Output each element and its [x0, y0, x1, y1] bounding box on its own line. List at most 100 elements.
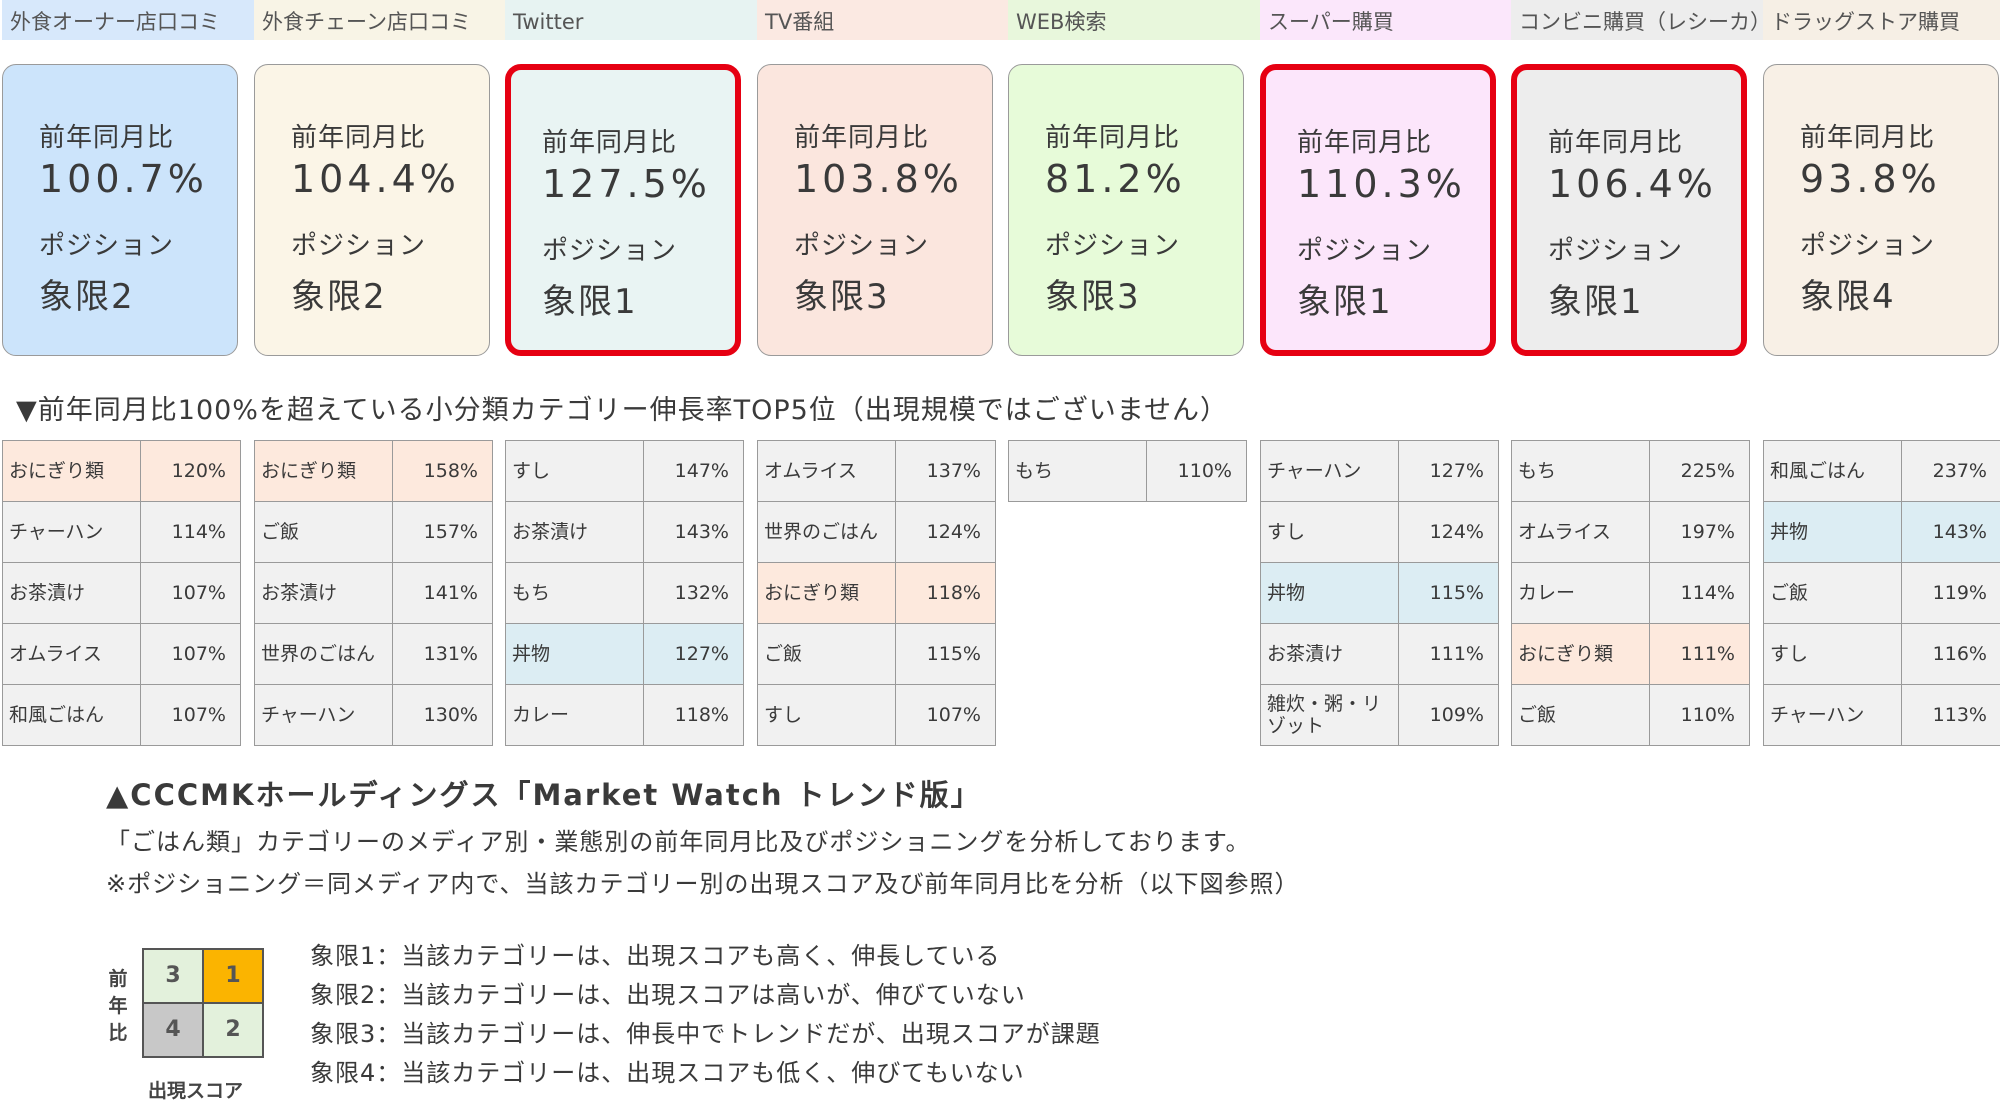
category-name: 雑炊・粥・リゾット [1260, 684, 1399, 746]
ranking-table-4: オムライス 137% 世界のごはん 124% おにぎり類 118% ご飯 115% すし 107% [757, 440, 996, 746]
table-row: お茶漬け 107% [2, 562, 241, 624]
table-row: チャーハン 130% [254, 684, 493, 746]
source-credit: ▲CCCMKホールディングス「Market Watch トレンド版」 [106, 778, 982, 812]
media-header-2: 外食チェーン店口コミ [254, 0, 506, 40]
growth-rate: 130% [392, 684, 493, 746]
growth-rate: 143% [643, 501, 744, 563]
growth-rate: 111% [1649, 623, 1750, 685]
table-row: チャーハン 113% [1763, 684, 2000, 746]
category-name: 和風ごはん [2, 684, 141, 746]
table-row: お茶漬け 111% [1260, 623, 1499, 685]
yoy-value: 104.4% [291, 157, 460, 201]
quadrant-description-4: 象限4：当該カテゴリーは、出現スコアも低く、伸びてもいない [310, 1059, 1025, 1087]
yoy-label: 前年同月比 [291, 123, 427, 153]
category-name: おにぎり類 [2, 440, 141, 502]
table-row: チャーハン 127% [1260, 440, 1499, 502]
category-name: 丼物 [505, 623, 644, 685]
growth-rate: 141% [392, 562, 493, 624]
table-row: 丼物 143% [1763, 501, 2000, 563]
media-header-1: 外食オーナー店口コミ [2, 0, 254, 40]
table-row: オムライス 137% [757, 440, 996, 502]
media-card-7: 前年同月比 106.4% ポジション 象限1 [1511, 64, 1747, 356]
quadrant-cell-4: 4 [142, 1002, 204, 1058]
media-card-8: 前年同月比 93.8% ポジション 象限4 [1763, 64, 1999, 356]
growth-rate: 111% [1398, 623, 1499, 685]
category-name: 世界のごはん [757, 501, 896, 563]
quadrant-description-2: 象限2：当該カテゴリーは、出現スコアは高いが、伸びていない [310, 981, 1026, 1009]
category-name: お茶漬け [1260, 623, 1399, 685]
category-name: 和風ごはん [1763, 440, 1902, 502]
table-row: ご飯 115% [757, 623, 996, 685]
table-row: ご飯 119% [1763, 562, 2000, 624]
category-name: すし [1763, 623, 1902, 685]
position-value: 象限1 [1297, 282, 1393, 322]
table-row: すし 107% [757, 684, 996, 746]
category-name: オムライス [2, 623, 141, 685]
description-line-2: ※ポジショニング＝同メディア内で、当該カテゴリー別の出現スコア及び前年同月比を分… [106, 870, 1300, 898]
growth-rate: 109% [1398, 684, 1499, 746]
category-name: 世界のごはん [254, 623, 393, 685]
yoy-label: 前年同月比 [1548, 128, 1684, 158]
table-row: オムライス 107% [2, 623, 241, 685]
growth-rate: 118% [643, 684, 744, 746]
table-row: もち 132% [505, 562, 744, 624]
media-header-4: TV番組 [757, 0, 1009, 40]
position-label: ポジション [542, 236, 678, 266]
category-name: チャーハン [1260, 440, 1399, 502]
media-header-8: ドラッグストア購買 [1763, 0, 2000, 40]
position-label: ポジション [1800, 231, 1936, 261]
growth-rate: 107% [140, 562, 241, 624]
growth-rate: 131% [392, 623, 493, 685]
table-row: オムライス 197% [1511, 501, 1750, 563]
yoy-label: 前年同月比 [1800, 123, 1936, 153]
ranking-table-7: もち 225% オムライス 197% カレー 114% おにぎり類 111% ご飯 110% [1511, 440, 1750, 746]
growth-rate: 237% [1901, 440, 2000, 502]
growth-rate: 225% [1649, 440, 1750, 502]
media-card-5: 前年同月比 81.2% ポジション 象限3 [1008, 64, 1244, 356]
yoy-label: 前年同月比 [794, 123, 930, 153]
quadrant-y-axis-text: 前年比 [108, 968, 128, 1044]
category-name: すし [1260, 501, 1399, 563]
quadrant-x-axis-label: 出現スコア [148, 1080, 244, 1102]
yoy-value: 100.7% [39, 157, 208, 201]
table-row: 雑炊・粥・リゾット 109% [1260, 684, 1499, 746]
media-header-6: スーパー購買 [1260, 0, 1512, 40]
media-card-4: 前年同月比 103.8% ポジション 象限3 [757, 64, 993, 356]
yoy-label: 前年同月比 [1297, 128, 1433, 158]
table-row: すし 147% [505, 440, 744, 502]
category-name: オムライス [1511, 501, 1650, 563]
quadrant-y-axis-label: 前年比 [106, 966, 130, 1047]
category-name: カレー [1511, 562, 1650, 624]
position-value: 象限1 [542, 282, 638, 322]
position-value: 象限4 [1800, 277, 1896, 317]
category-name: おにぎり類 [254, 440, 393, 502]
category-name: カレー [505, 684, 644, 746]
position-value: 象限1 [1548, 282, 1644, 322]
table-row: お茶漬け 141% [254, 562, 493, 624]
quadrant-diagram: 3 1 4 2 [142, 948, 270, 1064]
category-name: お茶漬け [505, 501, 644, 563]
table-row: すし 124% [1260, 501, 1499, 563]
table-row: 丼物 115% [1260, 562, 1499, 624]
growth-rate: 119% [1901, 562, 2000, 624]
position-value: 象限2 [39, 277, 135, 317]
position-value: 象限3 [794, 277, 890, 317]
ranking-table-8: 和風ごはん 237% 丼物 143% ご飯 119% すし 116% チャーハン 113% [1763, 440, 2000, 746]
table-row: 丼物 127% [505, 623, 744, 685]
media-header-3: Twitter [505, 0, 757, 40]
category-name: チャーハン [254, 684, 393, 746]
growth-rate: 114% [1649, 562, 1750, 624]
position-label: ポジション [39, 231, 175, 261]
growth-rate: 116% [1901, 623, 2000, 685]
growth-rate: 107% [140, 684, 241, 746]
quadrant-description-1: 象限1：当該カテゴリーは、出現スコアも高く、伸長している [310, 942, 1001, 970]
table-row: カレー 118% [505, 684, 744, 746]
media-card-6: 前年同月比 110.3% ポジション 象限1 [1260, 64, 1496, 356]
category-name: ご飯 [1763, 562, 1902, 624]
growth-rate: 157% [392, 501, 493, 563]
yoy-value: 103.8% [794, 157, 963, 201]
category-name: お茶漬け [2, 562, 141, 624]
growth-rate: 127% [643, 623, 744, 685]
category-name: もち [1511, 440, 1650, 502]
yoy-value: 106.4% [1548, 162, 1717, 206]
